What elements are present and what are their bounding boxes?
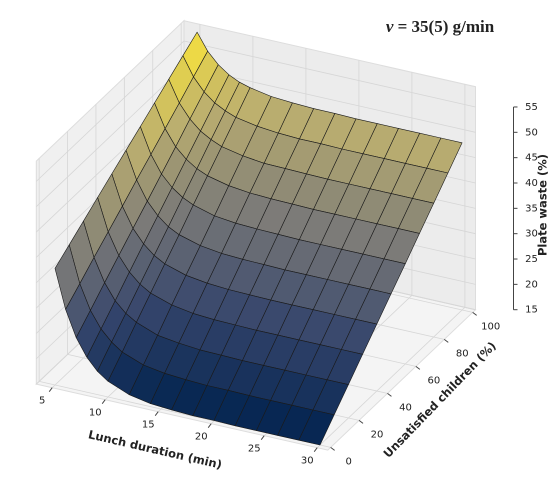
z-tick-label: 30 [525,229,538,240]
axes: 5 10 15 20 25 30 0 20 40 60 80 100 15 20 25 30 35 40 45 50 5… [39,102,538,467]
x-tick-label: 25 [248,444,261,455]
y-tick [443,338,449,343]
x-tick [48,387,53,393]
z-axis-label: Plate waste (%) [536,154,550,256]
x-tick [101,399,106,405]
x-tick-label: 5 [39,396,45,407]
z-tick-label: 50 [525,127,538,138]
surface-cell [298,409,335,446]
x-tick-label: 15 [142,420,155,431]
x-tick-label: 20 [195,432,208,443]
x-tick [260,435,265,441]
x-tick [207,423,212,429]
title-text: = 35(5) g/min [398,17,495,36]
z-tick-label: 35 [525,203,538,214]
x-tick [154,411,159,417]
z-tick-label: 20 [525,279,538,290]
grid-line [36,40,185,182]
y-tick [358,419,364,424]
y-tick-label: 100 [481,321,500,332]
z-tick-label: 40 [525,178,538,189]
x-tick [313,447,318,453]
y-tick [330,446,335,451]
y-tick [415,365,421,370]
y-tick [387,392,392,397]
grid-line [36,66,185,208]
z-tick-label: 15 [525,305,538,316]
z-tick-label: 25 [525,254,538,265]
y-tick-label: 60 [427,375,440,386]
grid-line [316,307,466,448]
y-tick-label: 40 [399,402,412,413]
grid-line [183,40,476,108]
z-tick-label: 45 [525,153,538,164]
y-tick [472,311,477,316]
title-symbol: v [386,17,394,36]
y-tick-label: 20 [371,429,384,440]
z-tick-label: 55 [525,102,538,113]
y-tick-label: 80 [456,348,469,359]
y-tick-label: 0 [345,456,351,467]
chart-title: v = 35(5) g/min [386,17,495,36]
surface [54,31,463,446]
x-tick-label: 30 [301,456,314,467]
x-tick-label: 10 [89,408,102,419]
